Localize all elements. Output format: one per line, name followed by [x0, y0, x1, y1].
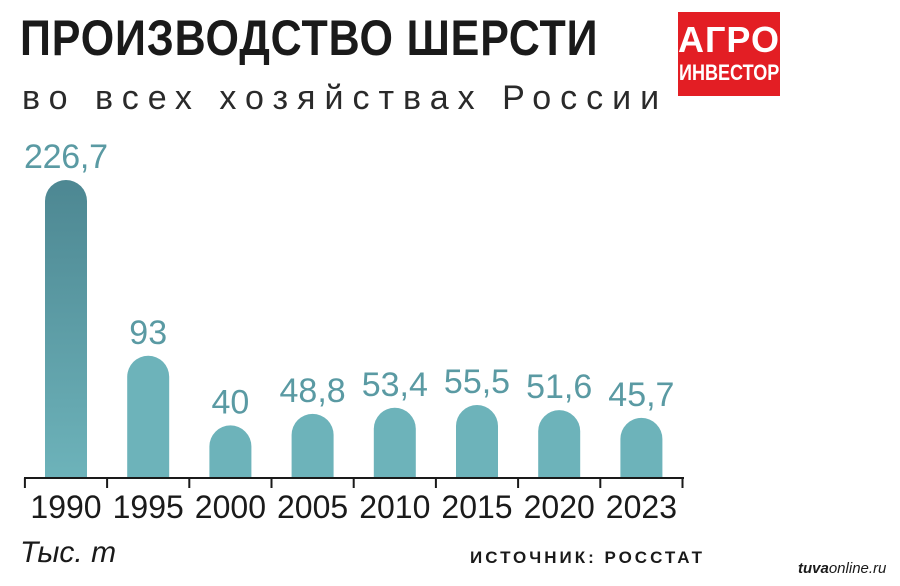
tick-label-2010: 2010 — [359, 489, 430, 525]
tick-label-1995: 1995 — [113, 489, 184, 525]
unit-label: Тыс. т — [20, 536, 117, 569]
watermark-rest: online.ru — [828, 560, 887, 577]
value-label-1995: 93 — [129, 314, 167, 352]
tick-label-2015: 2015 — [441, 489, 512, 525]
value-label-1990: 226,7 — [24, 138, 108, 176]
tick-label-2000: 2000 — [195, 489, 266, 525]
bar-2015 — [456, 405, 498, 478]
value-label-2010: 53,4 — [362, 366, 428, 404]
bar-2000 — [209, 425, 252, 478]
bar-1990 — [45, 180, 87, 478]
bar-2010 — [373, 407, 416, 478]
bar-chart: 226,7 93 40 48,8 53,4 55,5 51,6 45,7 1990 1995 20… — [23, 138, 684, 525]
source-label: ИСТОЧНИК: РОССТАТ — [470, 548, 706, 567]
chart-subtitle: во всех хозяйствах России — [22, 79, 669, 117]
x-axis: 1990 1995 2000 2005 2010 2015 2020 2023 — [23, 477, 684, 525]
bar-2023 — [620, 417, 663, 478]
value-label-2023: 45,7 — [608, 376, 674, 414]
value-label-2020: 51,6 — [526, 368, 592, 406]
value-label-2000: 40 — [211, 383, 249, 421]
bar-2005 — [291, 413, 334, 478]
tick-label-1990: 1990 — [30, 489, 101, 525]
agroinvestor-logo: АГРО ИНВЕСТОР — [678, 12, 780, 96]
bars-group: 226,7 93 40 48,8 53,4 55,5 51,6 45,7 — [24, 138, 674, 478]
chart-title: ПРОИЗВОДСТВО ШЕРСТИ — [20, 10, 599, 66]
tick-label-2020: 2020 — [524, 489, 595, 525]
watermark-bold: tuva — [798, 560, 829, 577]
tick-label-2005: 2005 — [277, 489, 348, 525]
watermark: tuvaonline.ru — [798, 560, 886, 577]
bar-2020 — [538, 410, 581, 478]
value-label-2015: 55,5 — [444, 363, 510, 401]
logo-line-1: АГРО — [678, 19, 780, 60]
tick-label-2023: 2023 — [606, 489, 677, 525]
logo-line-2: ИНВЕСТОР — [678, 60, 780, 85]
value-label-2005: 48,8 — [280, 372, 346, 410]
bar-1995 — [127, 355, 170, 478]
